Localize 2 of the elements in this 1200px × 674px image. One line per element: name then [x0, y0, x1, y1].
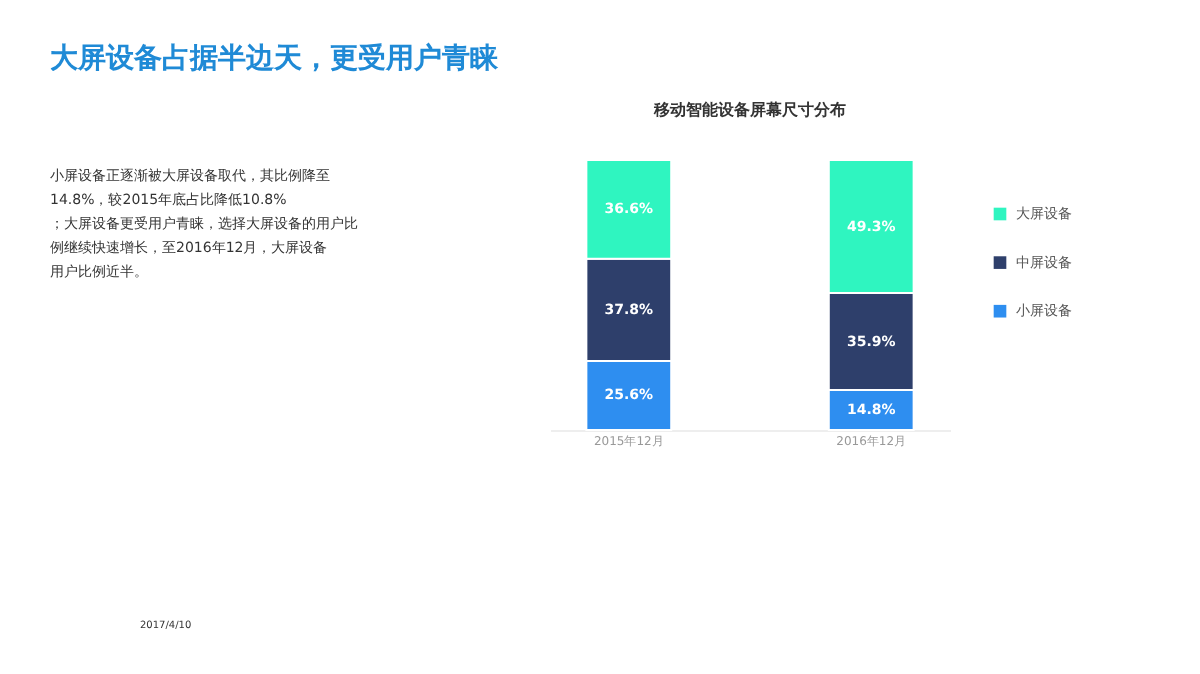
text: 大屏设备占据半边天，更受用户青睐 — [50, 41, 500, 75]
chart-subtitle: 移动智能设备屏幕尺寸分布 — [652, 101, 846, 119]
